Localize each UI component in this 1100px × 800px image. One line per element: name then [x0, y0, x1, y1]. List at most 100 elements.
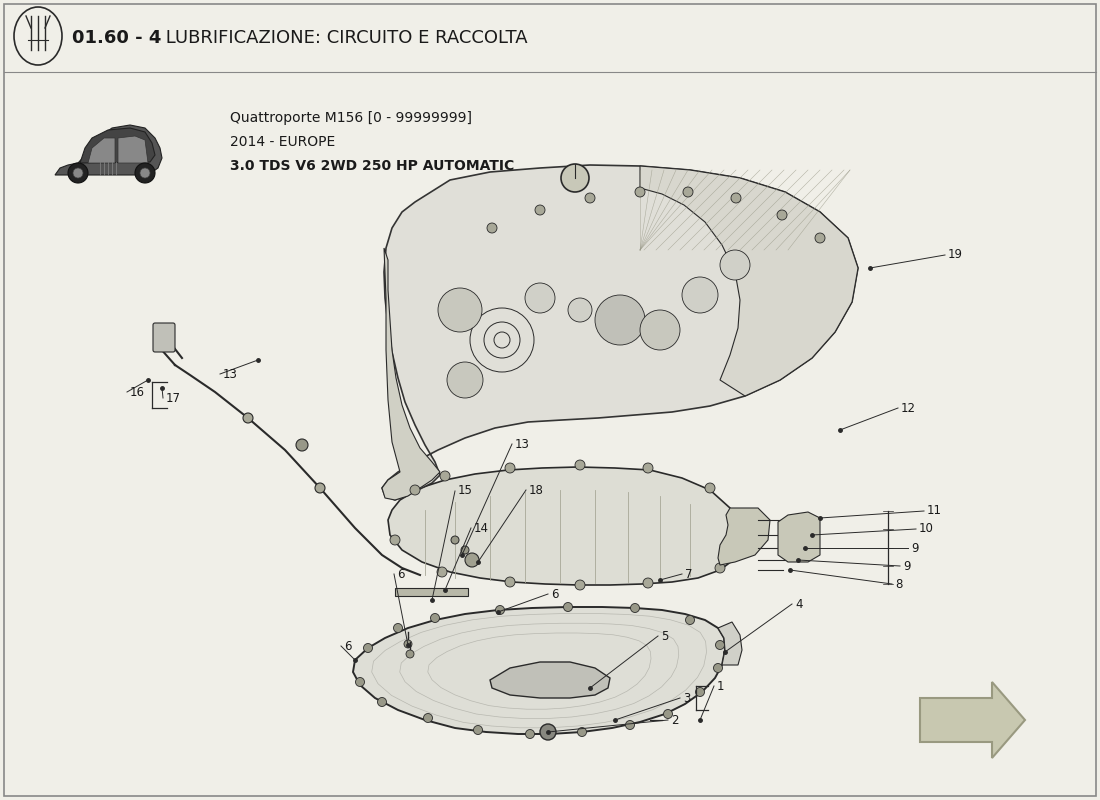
Circle shape: [595, 295, 645, 345]
Text: 9: 9: [911, 542, 918, 554]
Polygon shape: [80, 128, 155, 163]
Text: 19: 19: [948, 249, 962, 262]
Circle shape: [430, 614, 440, 622]
Polygon shape: [382, 165, 858, 500]
Circle shape: [535, 205, 544, 215]
Circle shape: [495, 606, 505, 614]
Text: 18: 18: [529, 483, 543, 497]
Circle shape: [732, 193, 741, 203]
Circle shape: [505, 577, 515, 587]
Text: 4: 4: [795, 598, 803, 610]
Text: 5: 5: [661, 630, 669, 642]
Circle shape: [663, 710, 672, 718]
Polygon shape: [353, 607, 725, 734]
Polygon shape: [388, 467, 742, 585]
Circle shape: [575, 460, 585, 470]
Polygon shape: [718, 622, 743, 665]
Text: 11: 11: [927, 505, 942, 518]
Circle shape: [390, 535, 400, 545]
Text: 12: 12: [901, 402, 916, 414]
Circle shape: [487, 223, 497, 233]
Circle shape: [440, 471, 450, 481]
Circle shape: [465, 553, 478, 567]
Circle shape: [644, 578, 653, 588]
Circle shape: [526, 730, 535, 738]
Text: 6: 6: [551, 587, 559, 601]
Text: 3.0 TDS V6 2WD 250 HP AUTOMATIC: 3.0 TDS V6 2WD 250 HP AUTOMATIC: [230, 159, 515, 173]
Circle shape: [714, 663, 723, 673]
Polygon shape: [395, 588, 468, 596]
Circle shape: [243, 413, 253, 423]
Circle shape: [394, 623, 403, 633]
Circle shape: [540, 724, 556, 740]
Text: 6: 6: [397, 567, 405, 581]
Text: 1: 1: [717, 679, 725, 693]
Polygon shape: [382, 248, 440, 500]
Circle shape: [635, 187, 645, 197]
Text: 16: 16: [130, 386, 145, 398]
Circle shape: [296, 439, 308, 451]
Circle shape: [644, 463, 653, 473]
Circle shape: [640, 310, 680, 350]
Circle shape: [363, 643, 373, 653]
Circle shape: [135, 163, 155, 183]
Circle shape: [568, 298, 592, 322]
Circle shape: [315, 483, 324, 493]
Circle shape: [777, 210, 786, 220]
Text: 6: 6: [344, 639, 352, 653]
Text: 7: 7: [685, 567, 693, 581]
Text: 01.60 - 4: 01.60 - 4: [72, 29, 162, 47]
Polygon shape: [55, 125, 162, 175]
Text: 2014 - EUROPE: 2014 - EUROPE: [230, 135, 336, 149]
Circle shape: [437, 567, 447, 577]
Circle shape: [473, 726, 483, 734]
Circle shape: [438, 288, 482, 332]
Polygon shape: [490, 662, 610, 698]
Circle shape: [682, 277, 718, 313]
Circle shape: [505, 463, 515, 473]
Circle shape: [715, 563, 725, 573]
Polygon shape: [88, 138, 116, 163]
FancyBboxPatch shape: [153, 323, 175, 352]
Circle shape: [730, 520, 740, 530]
Text: 17: 17: [166, 391, 182, 405]
Circle shape: [695, 687, 704, 697]
Circle shape: [404, 640, 412, 648]
Circle shape: [68, 163, 88, 183]
Circle shape: [578, 727, 586, 737]
Polygon shape: [920, 682, 1025, 758]
Circle shape: [424, 714, 432, 722]
Circle shape: [720, 250, 750, 280]
Circle shape: [355, 678, 364, 686]
Circle shape: [451, 536, 459, 544]
Circle shape: [563, 602, 572, 611]
Text: 15: 15: [458, 485, 473, 498]
Circle shape: [406, 650, 414, 658]
Circle shape: [377, 698, 386, 706]
Circle shape: [461, 546, 469, 554]
Text: 13: 13: [515, 438, 530, 450]
Text: 14: 14: [474, 522, 490, 534]
Circle shape: [410, 485, 420, 495]
Circle shape: [585, 193, 595, 203]
Text: 13: 13: [223, 367, 238, 381]
Circle shape: [626, 721, 635, 730]
Circle shape: [575, 580, 585, 590]
Circle shape: [140, 168, 150, 178]
Polygon shape: [718, 508, 770, 565]
Polygon shape: [118, 136, 148, 163]
Circle shape: [525, 283, 556, 313]
Circle shape: [683, 187, 693, 197]
Circle shape: [630, 603, 639, 613]
Circle shape: [715, 641, 725, 650]
Text: 3: 3: [683, 691, 691, 705]
Polygon shape: [640, 166, 858, 396]
Circle shape: [447, 362, 483, 398]
Text: 8: 8: [895, 578, 902, 590]
Text: LUBRIFICAZIONE: CIRCUITO E RACCOLTA: LUBRIFICAZIONE: CIRCUITO E RACCOLTA: [160, 29, 528, 47]
Circle shape: [815, 233, 825, 243]
Text: Quattroporte M156 [0 - 99999999]: Quattroporte M156 [0 - 99999999]: [230, 111, 472, 125]
Circle shape: [685, 615, 694, 625]
Circle shape: [73, 168, 82, 178]
Text: 10: 10: [918, 522, 934, 535]
